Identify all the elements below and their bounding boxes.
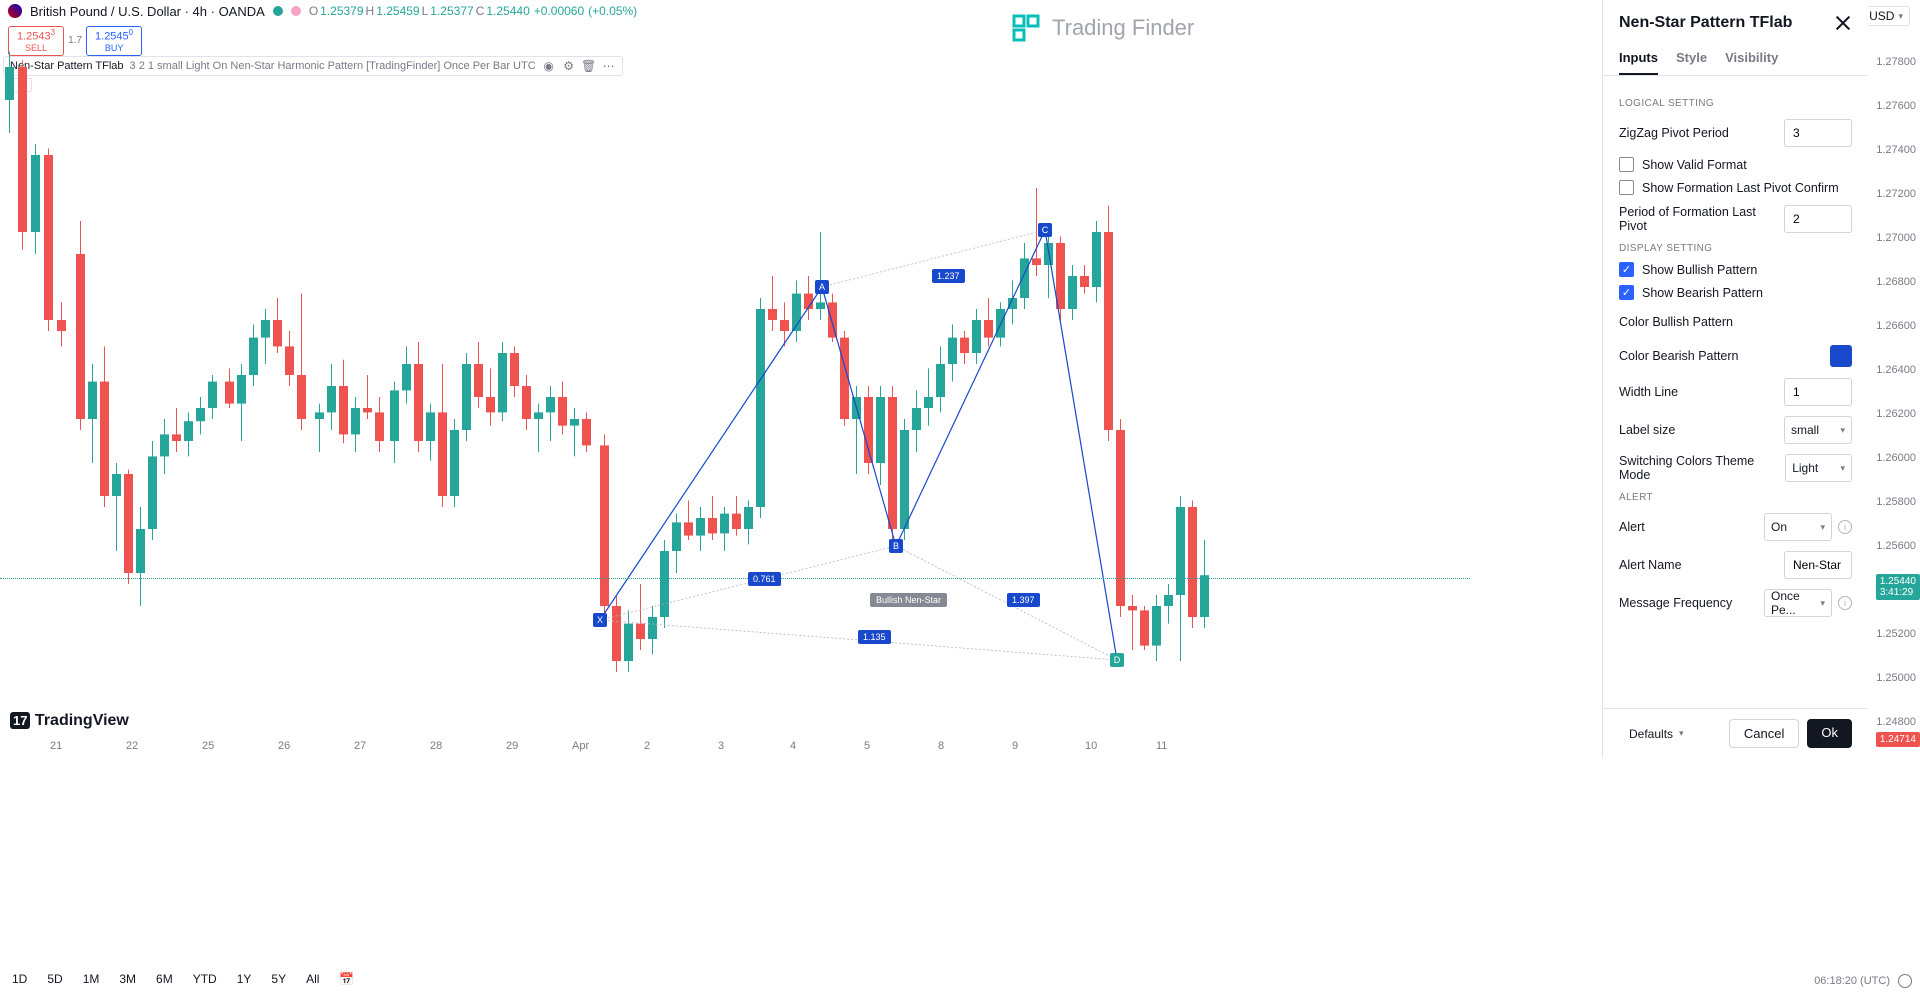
pattern-point-a: A xyxy=(815,280,829,294)
timeframe-1m[interactable]: 1M xyxy=(79,970,104,988)
current-price-tag: 1.254403:41:29 xyxy=(1876,574,1920,600)
section-logical: LOGICAL SETTING xyxy=(1619,98,1852,109)
gear-icon[interactable] xyxy=(1898,974,1912,988)
pattern-point-b: B xyxy=(889,539,903,553)
symbol-icon xyxy=(8,4,22,18)
pattern-name-label: Bullish Nen-Star xyxy=(870,593,947,607)
pattern-point-d: D xyxy=(1110,653,1124,667)
pattern-point-c: C xyxy=(1038,223,1052,237)
pattern-point-x: X xyxy=(593,613,607,627)
panel-body: LOGICAL SETTING ZigZag Pivot Period Show… xyxy=(1603,76,1868,708)
msg-freq-select[interactable]: Once Pe...▾ xyxy=(1764,589,1832,617)
bullish-checkbox[interactable] xyxy=(1619,262,1634,277)
tab-visibility[interactable]: Visibility xyxy=(1725,42,1778,75)
section-alert: ALERT xyxy=(1619,492,1852,503)
red-price-tag: 1.24714 xyxy=(1876,732,1920,747)
ok-button[interactable]: Ok xyxy=(1807,719,1852,748)
section-display: DISPLAY SETTING xyxy=(1619,243,1852,254)
clock: 06:18:20 (UTC) xyxy=(1814,975,1890,987)
timeframe-5y[interactable]: 5Y xyxy=(267,970,290,988)
timeframe-1d[interactable]: 1D xyxy=(8,970,31,988)
info-icon[interactable]: i xyxy=(1838,596,1852,610)
price-axis[interactable]: 1.278001.276001.274001.272001.270001.268… xyxy=(1868,56,1920,756)
ratio-ac: 1.237 xyxy=(932,269,965,283)
timeframe-6m[interactable]: 6M xyxy=(152,970,177,988)
timeframe-5d[interactable]: 5D xyxy=(43,970,66,988)
info-dot xyxy=(291,6,301,16)
ratio-bd: 1.397 xyxy=(1007,593,1040,607)
timeframe-1y[interactable]: 1Y xyxy=(233,970,256,988)
alert-name-input[interactable] xyxy=(1784,551,1852,579)
calendar-icon[interactable]: 📅 xyxy=(335,970,358,988)
panel-title: Nen-Star Pattern TFlab xyxy=(1619,14,1792,32)
bottom-right: 06:18:20 (UTC) xyxy=(1814,974,1912,988)
market-status-dot xyxy=(273,6,283,16)
period-formation-input[interactable] xyxy=(1784,205,1852,233)
currency-select[interactable]: USD▾ xyxy=(1862,6,1910,26)
tabs: Inputs Style Visibility xyxy=(1603,42,1868,76)
width-line-input[interactable] xyxy=(1784,378,1852,406)
formation-confirm-checkbox[interactable] xyxy=(1619,180,1634,195)
alert-select[interactable]: On▾ xyxy=(1764,513,1832,541)
chart-area[interactable] xyxy=(0,22,1470,752)
ratio-xd: 1.135 xyxy=(858,630,891,644)
tradingview-logo: 17 TradingView xyxy=(10,712,129,730)
timeframe-all[interactable]: All xyxy=(302,970,323,988)
label-size-select[interactable]: small▾ xyxy=(1784,416,1852,444)
ratio-xb: 0.761 xyxy=(748,572,781,586)
timeframe-3m[interactable]: 3M xyxy=(115,970,140,988)
bullish-color[interactable] xyxy=(1830,311,1852,333)
theme-select[interactable]: Light▾ xyxy=(1785,454,1852,482)
tab-inputs[interactable]: Inputs xyxy=(1619,42,1658,75)
close-button[interactable] xyxy=(1834,14,1852,32)
zigzag-input[interactable] xyxy=(1784,119,1852,147)
price-line xyxy=(0,578,1470,579)
settings-panel: Nen-Star Pattern TFlab Inputs Style Visi… xyxy=(1602,0,1868,758)
valid-format-checkbox[interactable] xyxy=(1619,157,1634,172)
timeframe-bar: 1D 5D 1M 3M 6M YTD 1Y 5Y All 📅 xyxy=(8,970,358,988)
ohlc: O1.25379 H1.25459 L1.25377 C1.25440 +0.0… xyxy=(309,4,637,18)
timeframe-ytd[interactable]: YTD xyxy=(189,970,221,988)
bearish-color[interactable] xyxy=(1830,345,1852,367)
symbol-text[interactable]: British Pound / U.S. Dollar · 4h · OANDA xyxy=(30,4,265,19)
tab-style[interactable]: Style xyxy=(1676,42,1707,75)
info-icon[interactable]: i xyxy=(1838,520,1852,534)
time-axis[interactable]: 21222526272829Apr2345891011 xyxy=(0,740,1470,764)
cancel-button[interactable]: Cancel xyxy=(1729,719,1799,748)
defaults-button[interactable]: Defaults▾ xyxy=(1619,721,1694,747)
bearish-checkbox[interactable] xyxy=(1619,285,1634,300)
